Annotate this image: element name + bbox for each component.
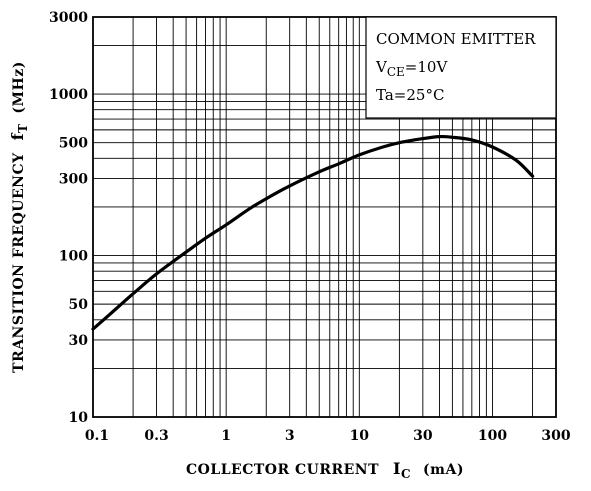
x-tick-label: 300: [541, 428, 570, 444]
x-tick-label: 10: [350, 428, 370, 444]
x-tick-label: 1: [221, 428, 231, 444]
y-tick-label: 300: [59, 171, 88, 187]
x-tick-label: 30: [413, 428, 433, 444]
annotation-line-3: Ta=25°C: [376, 86, 444, 104]
y-tick-label: 30: [69, 333, 89, 349]
annotation-line-2: VCE=10V: [375, 58, 448, 79]
x-axis-title: COLLECTOR CURRENT IC (mA): [186, 459, 464, 481]
x-tick-labels: 0.1 0.3 1 3 10 30 100 300: [85, 428, 571, 444]
fT-vs-Ic-curve: [91, 134, 535, 331]
x-tick-label: 100: [478, 428, 507, 444]
y-tick-label: 10: [69, 410, 89, 426]
plot-frame: [92, 16, 557, 418]
y-tick-label: 1000: [49, 87, 88, 103]
y-axis-title: TRANSITION FREQUENCYfT(MHz): [8, 61, 30, 373]
x-tick-label: 0.1: [85, 428, 109, 444]
y-tick-label: 3000: [49, 10, 88, 26]
y-tick-labels: 10 30 50 100 300 500 1000 3000: [49, 10, 88, 426]
y-tick-label: 500: [59, 136, 88, 152]
x-tick-label: 0.3: [144, 428, 168, 444]
y-tick-label: 50: [69, 297, 89, 313]
y-tick-label: 100: [59, 249, 88, 265]
x-tick-label: 3: [285, 428, 295, 444]
annotation-line-1: COMMON EMITTER: [376, 30, 536, 48]
annotation-box: [365, 16, 557, 119]
